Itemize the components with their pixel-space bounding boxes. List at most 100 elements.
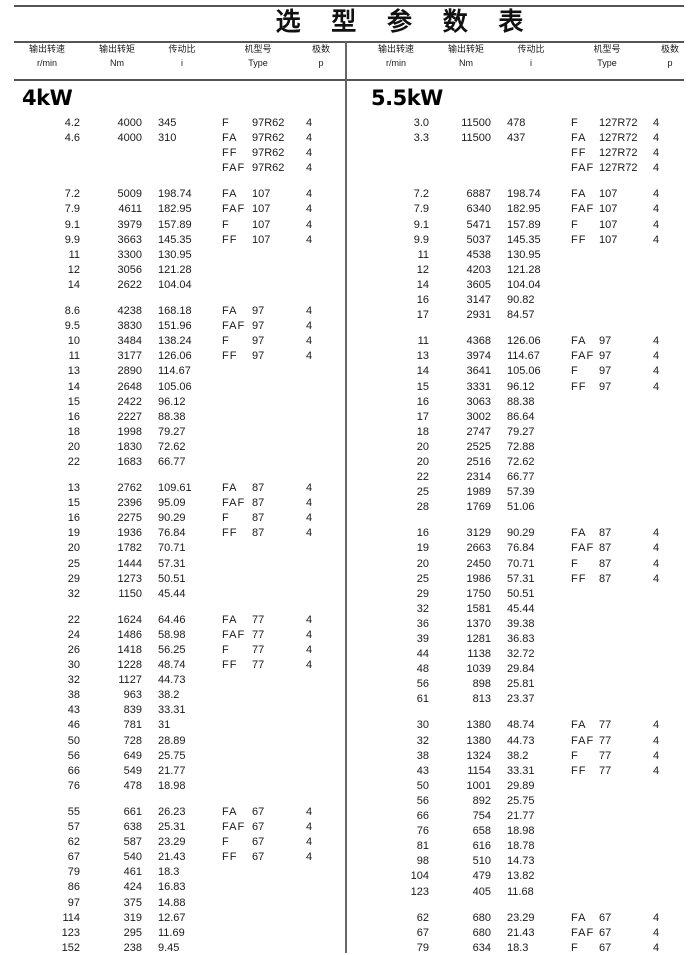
cell-type-prefix: FF — [222, 233, 238, 246]
cell-output-speed: 66 — [67, 764, 80, 777]
cell-output-speed: 25 — [67, 557, 80, 570]
table-row: 10 3484 138.24 F 97 4 — [0, 334, 349, 349]
table-row: 29 1273 50.51 — [0, 572, 349, 587]
cell-ratio: 145.35 — [507, 233, 541, 246]
cell-type-model: 87 — [252, 482, 265, 495]
table-row: 17 2931 84.57 — [349, 308, 698, 323]
table-row: 32 1127 44.73 — [0, 673, 349, 688]
cell-ratio: 76.84 — [158, 527, 186, 540]
cell-ratio: 157.89 — [158, 218, 192, 231]
cell-type-prefix: F — [222, 218, 230, 231]
cell-poles: 4 — [653, 941, 660, 954]
cell-ratio: 72.62 — [507, 455, 535, 468]
top-rule — [14, 5, 684, 7]
cell-ratio: 9.45 — [158, 941, 180, 954]
column-header-ratio-cn: 传动比 — [168, 45, 196, 55]
cell-poles: 4 — [653, 542, 660, 555]
cell-poles: 4 — [306, 512, 313, 525]
cell-type-model: 97 — [252, 335, 265, 348]
cell-output-torque: 238 — [123, 941, 142, 954]
cell-output-speed: 44 — [416, 648, 429, 661]
table-row: 25 1989 57.39 — [349, 485, 698, 500]
cell-output-torque: 3063 — [466, 395, 491, 408]
cell-type-model: 97 — [252, 305, 265, 318]
cell-ratio: 105.06 — [158, 380, 192, 393]
cell-ratio: 105.06 — [507, 365, 541, 378]
cell-output-speed: 66 — [416, 810, 429, 823]
cell-output-torque: 3484 — [117, 335, 142, 348]
cell-output-torque: 405 — [472, 885, 491, 898]
cell-output-torque: 963 — [123, 689, 142, 702]
cell-ratio: 109.61 — [158, 482, 192, 495]
column-header-poles-unit: p — [318, 58, 324, 68]
cell-ratio: 114.67 — [158, 365, 191, 378]
cell-output-speed: 7.2 — [64, 188, 80, 201]
cell-output-torque: 1154 — [467, 764, 491, 777]
cell-type-model: 87 — [599, 527, 612, 540]
column-header-output-torque: 输出转矩 Nm — [86, 44, 148, 70]
cell-type-model: 67 — [252, 805, 265, 818]
cell-output-speed: 67 — [416, 926, 429, 939]
cell-output-speed: 19 — [416, 542, 429, 555]
cell-output-speed: 25 — [416, 572, 429, 585]
cell-output-speed: 56 — [416, 678, 429, 691]
cell-output-speed: 16 — [67, 410, 80, 423]
cell-output-torque: 6887 — [466, 188, 491, 201]
cell-output-speed: 20 — [416, 440, 429, 453]
cell-type-prefix: FF — [222, 851, 238, 864]
table-row: 36 1370 39.38 — [349, 617, 698, 632]
cell-ratio: 45.44 — [507, 602, 535, 615]
cell-type-model: 77 — [252, 628, 265, 641]
cell-ratio: 48.74 — [507, 719, 535, 732]
table-row: 20 1830 72.62 — [0, 440, 349, 455]
cell-type-model: 107 — [599, 233, 618, 246]
model-group: 3.0 11500 478 F 127R72 4 3.3 11500 437 FA 127R72 4 F… — [349, 116, 698, 176]
cell-type-model: 127R72 — [599, 147, 638, 160]
cell-ratio: 29.84 — [507, 663, 535, 676]
cell-ratio: 64.46 — [158, 613, 186, 626]
cell-output-speed: 3.0 — [413, 117, 429, 129]
cell-poles: 4 — [306, 644, 313, 656]
cell-output-speed: 56 — [67, 749, 80, 762]
cell-output-speed: 9.9 — [64, 233, 80, 246]
table-row: 14 2648 105.06 — [0, 380, 349, 395]
column-header-poles: 极数 p — [300, 44, 342, 70]
cell-output-speed: 15 — [416, 380, 429, 393]
table-row: 152 238 9.45 — [0, 941, 349, 955]
cell-output-torque: 3331 — [466, 380, 491, 393]
cell-output-speed: 7.2 — [413, 188, 429, 201]
column-header-output-speed-unit: r/min — [37, 58, 57, 68]
cell-ratio: 18.98 — [158, 779, 186, 792]
cell-output-speed: 76 — [67, 779, 80, 792]
cell-type-model: 77 — [252, 644, 265, 656]
cell-output-torque: 3830 — [117, 320, 142, 333]
table-row: 19 2663 76.84 FAF 87 4 — [349, 541, 698, 556]
cell-ratio: 90.29 — [158, 512, 186, 525]
cell-type-prefix: FF — [571, 380, 587, 393]
panel-4kw: 输出转速 r/min 输出转矩 Nm 传动比 i 机型号 Type 极数 p 4… — [0, 44, 349, 955]
cell-output-torque: 1324 — [466, 749, 491, 762]
cell-ratio: 66.77 — [507, 471, 535, 484]
cell-type-model: 97R62 — [252, 162, 285, 175]
cell-type-model: 107 — [252, 203, 271, 216]
cell-ratio: 70.71 — [507, 557, 535, 570]
cell-output-speed: 20 — [416, 455, 429, 468]
model-group: 55 661 26.23 FA 67 4 57 638 25.31 FAF 67 4 62 587 23.2… — [0, 805, 349, 955]
cell-ratio: 12.67 — [158, 911, 186, 924]
table-row: 46 781 31 — [0, 718, 349, 733]
table-row: 19 1936 76.84 FF 87 4 — [0, 526, 349, 541]
column-header-output-speed: 输出转速 r/min — [363, 44, 429, 70]
cell-type-prefix: FAF — [222, 497, 246, 510]
cell-output-speed: 11 — [68, 350, 80, 363]
cell-ratio: 96.12 — [158, 395, 186, 408]
column-header-ratio: 传动比 i — [503, 44, 559, 70]
cell-poles: 4 — [653, 203, 660, 216]
cell-type-prefix: FA — [571, 911, 587, 924]
cell-output-torque: 2422 — [117, 395, 142, 408]
cell-type-prefix: FAF — [222, 203, 246, 216]
cell-output-speed: 104 — [410, 870, 429, 883]
cell-ratio: 23.37 — [507, 693, 535, 706]
cell-type-prefix: F — [222, 335, 230, 348]
table-row: 7.2 6887 198.74 FA 107 4 — [349, 187, 698, 202]
